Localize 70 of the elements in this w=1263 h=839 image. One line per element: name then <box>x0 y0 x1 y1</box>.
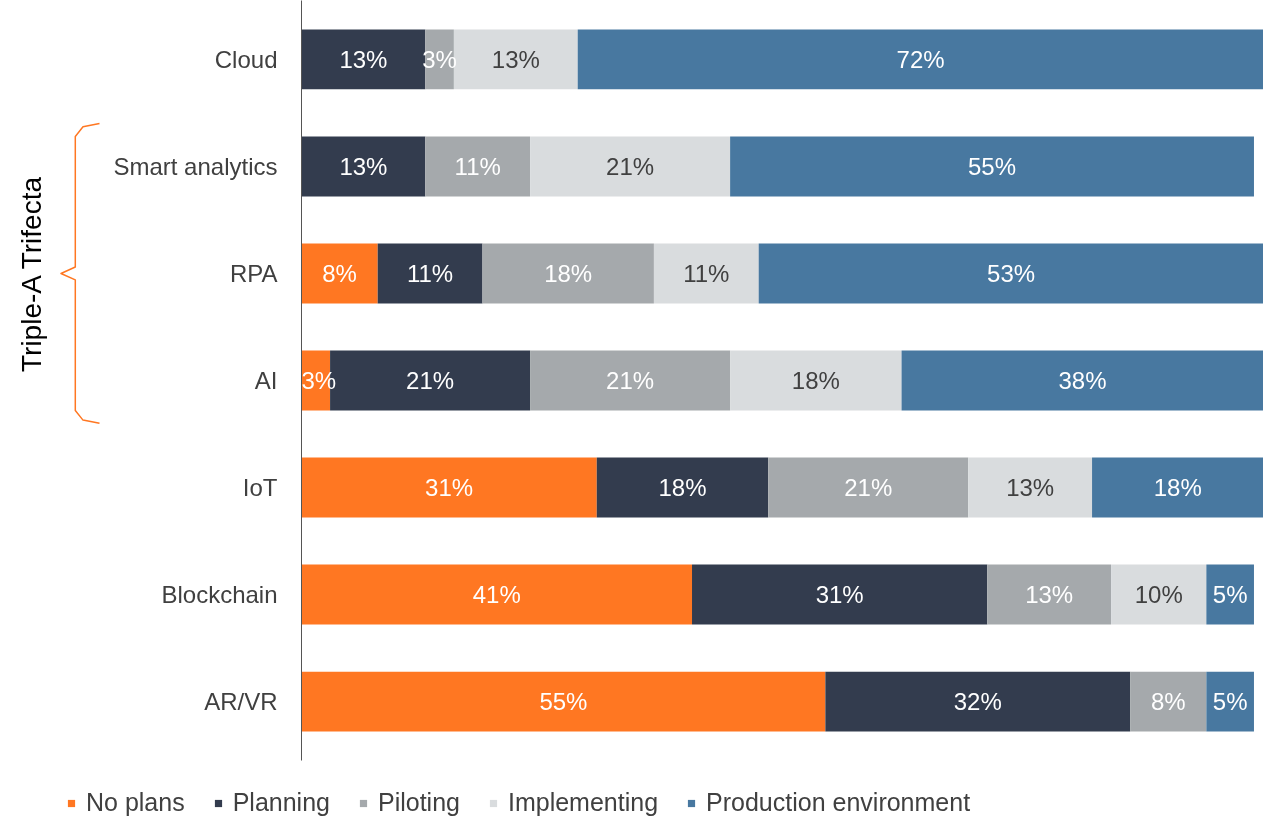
y-tick-label: Cloud <box>214 45 278 73</box>
text: Triple-A Trifecta <box>15 176 47 372</box>
bar <box>530 136 731 197</box>
legend-label: Implementing <box>507 788 659 817</box>
bar <box>596 457 769 518</box>
bar <box>1206 564 1254 625</box>
data-label: 5% <box>1212 688 1248 716</box>
bar <box>758 243 1263 304</box>
data-label: 11% <box>454 152 501 180</box>
data-label: 21% <box>406 367 455 394</box>
data-label: 21% <box>606 152 655 180</box>
bar <box>692 564 988 625</box>
bar <box>1111 564 1207 625</box>
data-label: 41% <box>472 581 521 609</box>
data-label: 13% <box>1025 581 1074 609</box>
bar <box>987 564 1112 625</box>
bar <box>901 350 1263 411</box>
bar <box>730 350 902 411</box>
data-label: 13% <box>1006 474 1055 502</box>
legend-label: No plans <box>86 788 185 817</box>
data-label: 21% <box>606 367 655 394</box>
legend-label: Production environment <box>706 788 971 817</box>
bar <box>425 136 531 197</box>
bar <box>301 671 826 732</box>
data-label: 13% <box>339 152 388 180</box>
bar <box>301 564 693 625</box>
data-label: 11% <box>683 259 730 287</box>
y-tick-label: Blockchain <box>161 581 278 609</box>
data-label: 13% <box>491 45 540 73</box>
bar <box>530 350 731 411</box>
bar <box>482 243 654 304</box>
y-tick-label: IoT <box>242 474 278 502</box>
data-label: 11% <box>406 259 454 287</box>
data-label: 32% <box>953 688 1002 716</box>
data-label: 53% <box>987 259 1036 287</box>
data-label: 18% <box>658 474 707 502</box>
legend-label: Planning <box>232 788 330 817</box>
data-label: 31% <box>815 581 864 609</box>
data-label: 18% <box>1153 474 1202 502</box>
bar <box>301 136 426 197</box>
data-label: 18% <box>791 367 840 394</box>
data-label: 21% <box>844 474 893 502</box>
bar <box>301 243 378 304</box>
data-label: 10% <box>1134 581 1183 609</box>
data-label: 38% <box>1058 367 1107 394</box>
bar <box>653 243 759 304</box>
bar <box>1130 671 1207 732</box>
data-label: 8% <box>322 259 357 287</box>
data-label: 8% <box>1150 688 1186 716</box>
data-label: 13% <box>339 45 388 73</box>
y-tick-label: Smart analytics <box>113 152 278 180</box>
bar <box>301 457 597 518</box>
data-label: 55% <box>968 152 1017 180</box>
y-tick-label: RPA <box>229 259 278 287</box>
bar <box>768 457 969 518</box>
bar <box>825 671 1131 732</box>
y-tick-label: AI <box>254 367 278 394</box>
bar <box>730 136 1254 197</box>
bar <box>1092 457 1263 518</box>
data-label: 5% <box>1212 581 1248 609</box>
data-label: 31% <box>425 474 474 502</box>
y-tick-label: AR/VR <box>204 688 278 716</box>
data-label: 55% <box>539 688 588 716</box>
bar <box>1206 671 1254 732</box>
bar <box>968 457 1093 518</box>
legend-label: Piloting <box>377 788 460 817</box>
data-label: 18% <box>544 259 593 287</box>
data-label: 72% <box>896 45 945 73</box>
bar <box>577 29 1263 90</box>
bar <box>377 243 483 304</box>
